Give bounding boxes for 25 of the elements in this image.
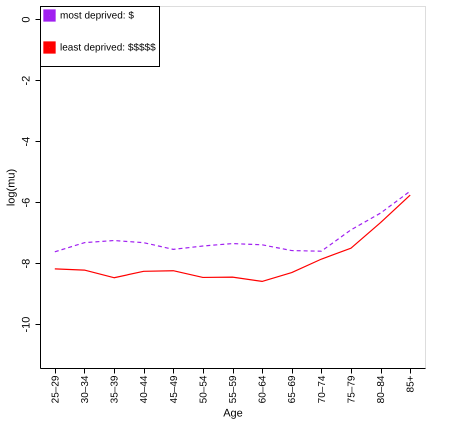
x-tick-label: 55–59 xyxy=(228,375,239,404)
x-tick-label: 45–49 xyxy=(168,375,180,404)
x-tick-label: 30–34 xyxy=(80,375,91,404)
x-tick-label: 50–54 xyxy=(198,375,210,404)
line-series xyxy=(54,194,411,282)
y-tick-label: -10 xyxy=(20,316,32,333)
x-tick-label: 65–69 xyxy=(287,375,298,404)
y-tick-label: -8 xyxy=(20,258,32,268)
x-tick-label: 40–44 xyxy=(139,375,150,404)
x-tick-label: 60–64 xyxy=(258,375,269,404)
x-axis-title: Age xyxy=(223,407,243,420)
y-tick-label: -6 xyxy=(20,198,32,208)
y-tick-label: -4 xyxy=(20,136,32,146)
legend-label: least deprived: $$$$$ xyxy=(60,42,156,54)
legend-label: most deprived: $ xyxy=(60,10,134,22)
y-tick-label: 0 xyxy=(20,16,32,23)
x-tick-label: 80–84 xyxy=(376,375,388,404)
x-tick-label: 35–39 xyxy=(110,375,121,404)
x-tick-label: 25–29 xyxy=(50,375,62,404)
y-axis-title: log(mu) xyxy=(6,168,18,206)
y-tick-label: -2 xyxy=(20,76,32,86)
x-tick-label: 75–79 xyxy=(346,375,358,404)
x-tick-label: 70–74 xyxy=(316,375,328,404)
x-tick-label: 85+ xyxy=(406,375,417,392)
line-series xyxy=(54,190,411,252)
